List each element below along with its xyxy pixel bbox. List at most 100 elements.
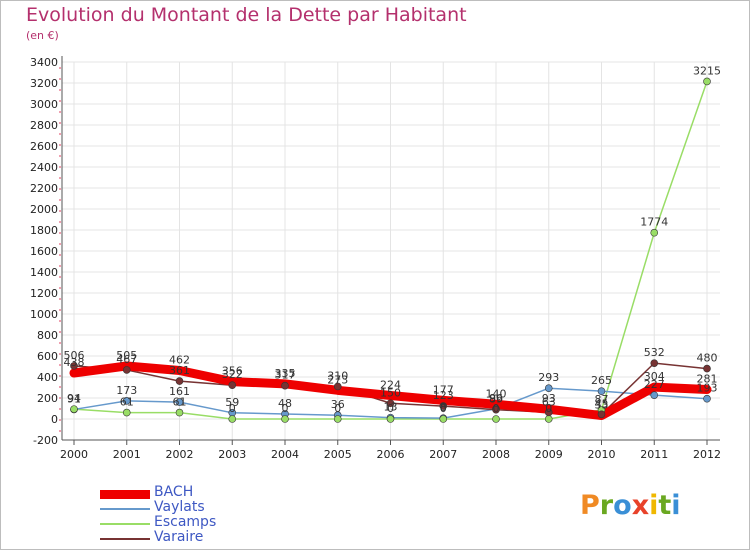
- y-tick-label: 2200: [30, 182, 58, 195]
- data-point-escamps: [386, 415, 395, 423]
- logo-letter: P: [580, 490, 600, 521]
- y-tick-label: 2400: [30, 161, 58, 174]
- y-tick-label: 1400: [30, 266, 58, 279]
- data-label-bach: 177: [433, 383, 454, 396]
- data-label-bach: 224: [380, 378, 401, 391]
- data-point-vaylats: [703, 394, 711, 403]
- x-tick-label: 2011: [640, 448, 668, 461]
- data-label-bach: 335: [275, 367, 296, 380]
- data-label-bach: 33: [595, 399, 609, 412]
- data-label-vaylats: 59: [225, 396, 239, 409]
- data-point-vaylats: [544, 384, 553, 393]
- y-tick-label: 1600: [30, 245, 58, 258]
- data-label-bach: 438: [64, 356, 85, 369]
- data-label-varaire: 361: [169, 364, 190, 377]
- data-label-escamps: 0: [387, 402, 394, 415]
- data-label-vaylats: 8: [440, 401, 447, 414]
- data-label-vaylats: 265: [591, 374, 612, 387]
- legend-label: Escamps: [154, 514, 217, 530]
- y-tick-label: 400: [37, 371, 58, 384]
- legend-swatch: [100, 538, 150, 540]
- data-point-varaire: [228, 381, 237, 389]
- y-tick-label: 2000: [30, 203, 58, 216]
- data-label-varaire: 506: [64, 349, 85, 362]
- y-tick-label: 1200: [30, 287, 58, 300]
- y-tick-label: 600: [37, 350, 58, 363]
- data-label-bach: 462: [169, 353, 190, 366]
- y-tick-label: 800: [37, 329, 58, 342]
- data-label-escamps: 61: [120, 396, 134, 409]
- x-tick-label: 2009: [535, 448, 563, 461]
- data-label-escamps: 0: [440, 402, 447, 415]
- data-point-escamps: [333, 415, 342, 423]
- y-tick-label: 3000: [30, 98, 58, 111]
- data-point-escamps: [281, 415, 289, 423]
- y-tick-label: 2800: [30, 119, 58, 132]
- data-label-bach: 273: [327, 373, 348, 386]
- data-label-vaylats: 91: [67, 392, 81, 405]
- data-point-vaylats: [122, 397, 131, 405]
- data-point-varaire: [333, 382, 342, 391]
- data-point-vaylats: [597, 387, 606, 395]
- data-point-escamps: [122, 408, 131, 417]
- data-label-varaire: 45: [595, 397, 609, 410]
- data-point-escamps: [544, 415, 553, 423]
- data-label-escamps: 3215: [693, 64, 721, 77]
- y-tick-label: 2600: [30, 140, 58, 153]
- data-label-bach: 140: [486, 387, 507, 400]
- data-label-varaire: 317: [275, 369, 296, 382]
- data-label-bach: 356: [222, 365, 243, 378]
- data-point-escamps: [703, 77, 711, 86]
- data-point-varaire: [492, 405, 500, 414]
- data-label-escamps: 0: [334, 402, 341, 415]
- data-label-varaire: 123: [433, 389, 454, 402]
- data-label-escamps: 94: [67, 392, 81, 405]
- logo-letter: i: [649, 490, 659, 521]
- data-label-escamps: 0: [229, 402, 236, 415]
- data-label-bach: 304: [644, 370, 665, 383]
- data-label-vaylats: 48: [278, 397, 292, 410]
- data-label-varaire: 480: [697, 352, 718, 365]
- data-label-escamps: 0: [545, 402, 552, 415]
- data-point-varaire: [175, 377, 184, 385]
- legend-label: Vaylats: [154, 499, 205, 515]
- data-point-varaire: [281, 381, 289, 390]
- chart-title: Evolution du Montant de la Dette par Hab…: [26, 4, 467, 26]
- x-tick-label: 2001: [113, 448, 141, 461]
- data-point-vaylats: [650, 391, 659, 399]
- y-tick-label: 1000: [30, 308, 58, 321]
- legend-swatch: [100, 508, 150, 510]
- y-tick-label: 200: [37, 392, 58, 405]
- legend-swatch: [100, 523, 150, 525]
- y-tick-label: 1800: [30, 224, 58, 237]
- x-tick-label: 2003: [218, 448, 246, 461]
- data-point-varaire: [544, 408, 553, 417]
- x-tick-label: 2010: [588, 448, 616, 461]
- data-label-varaire: 89: [489, 393, 503, 406]
- data-label-varaire: 322: [222, 368, 243, 381]
- x-tick-label: 2007: [429, 448, 457, 461]
- data-label-escamps: 61: [173, 396, 187, 409]
- data-point-varaire: [386, 399, 395, 408]
- logo-letter: r: [599, 490, 614, 521]
- x-tick-label: 2006: [377, 448, 405, 461]
- data-label-vaylats: 193: [697, 382, 718, 395]
- x-tick-label: 2000: [60, 448, 88, 461]
- legend-label: BACH: [154, 484, 194, 500]
- data-label-bach: 281: [697, 372, 718, 385]
- data-label-bach: 505: [116, 349, 137, 362]
- data-point-varaire: [597, 410, 606, 419]
- y-tick-label: -200: [33, 434, 58, 447]
- data-label-vaylats: 173: [116, 384, 137, 397]
- data-label-vaylats: 96: [489, 392, 503, 405]
- logo-letter: o: [613, 490, 632, 521]
- x-tick-label: 2002: [166, 448, 194, 461]
- data-label-vaylats: 161: [169, 385, 190, 398]
- data-label-varaire: 467: [116, 353, 137, 366]
- logo-letter: x: [631, 490, 650, 521]
- data-label-vaylats: 13: [384, 401, 398, 414]
- data-point-escamps: [492, 415, 500, 423]
- data-point-escamps: [228, 415, 237, 423]
- data-point-varaire: [439, 402, 448, 410]
